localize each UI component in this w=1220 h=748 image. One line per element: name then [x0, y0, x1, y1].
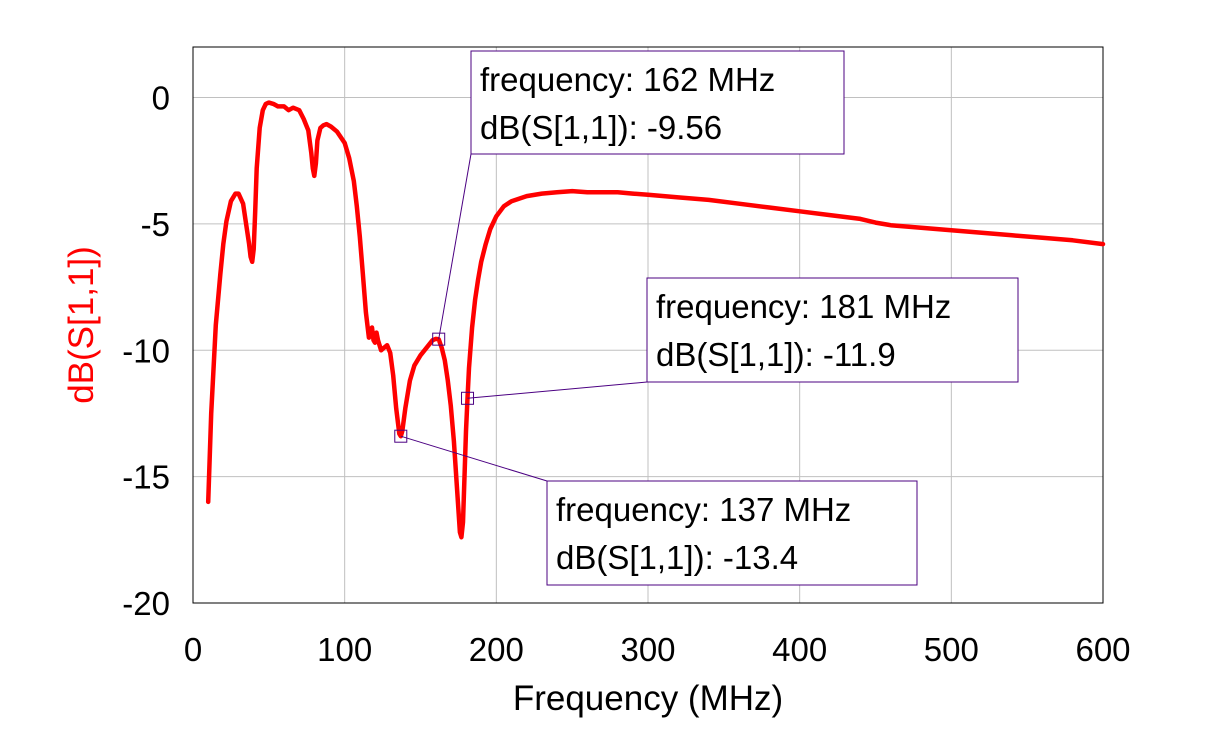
- marker-annotations: frequency: 162 MHz dB(S[1,1]): -9.56 frequ…: [394, 50, 1019, 586]
- series-line: [205, 100, 1106, 540]
- marker-value-text: dB(S[1,1]): -11.9: [656, 336, 896, 373]
- marker-point[interactable]: [432, 332, 446, 346]
- marker-frequency-text: frequency: 137 MHz: [556, 491, 851, 528]
- y-tick-label: -10: [122, 332, 170, 369]
- marker-leader-line: [438, 153, 472, 340]
- x-tick-label: 0: [184, 631, 202, 668]
- marker-label-box[interactable]: [546, 480, 918, 586]
- marker-label-box[interactable]: [646, 277, 1019, 383]
- x-tick-label: 500: [924, 631, 979, 668]
- x-tick-label: 100: [317, 631, 372, 668]
- marker-value-text: dB(S[1,1]): -13.4: [556, 539, 798, 576]
- x-axis-title: Frequency (MHz): [513, 679, 783, 718]
- y-axis-title: dB(S[1,1]): [62, 246, 101, 404]
- marker-label-box[interactable]: [470, 50, 845, 155]
- tick-labels: 0 100 200 300 400 500 600 0 -5 -10 -15 -20: [122, 80, 1130, 668]
- x-tick-label: 300: [620, 631, 675, 668]
- y-tick-label: -5: [141, 206, 170, 243]
- marker-frequency-text: frequency: 162 MHz: [480, 61, 775, 98]
- marker-leader-line: [400, 435, 548, 482]
- marker-frequency-text: frequency: 181 MHz: [656, 288, 951, 325]
- marker-value-text: dB(S[1,1]): -9.56: [480, 109, 722, 146]
- y-tick-label: -20: [122, 585, 170, 622]
- marker-point[interactable]: [461, 391, 475, 405]
- marker-leader-line: [467, 381, 648, 399]
- x-tick-label: 400: [772, 631, 827, 668]
- x-tick-label: 200: [469, 631, 524, 668]
- plot-area-frame: [192, 46, 1104, 604]
- y-tick-label: 0: [152, 80, 170, 117]
- x-tick-label: 600: [1075, 631, 1130, 668]
- marker-point[interactable]: [394, 429, 408, 443]
- y-tick-label: -15: [122, 459, 170, 496]
